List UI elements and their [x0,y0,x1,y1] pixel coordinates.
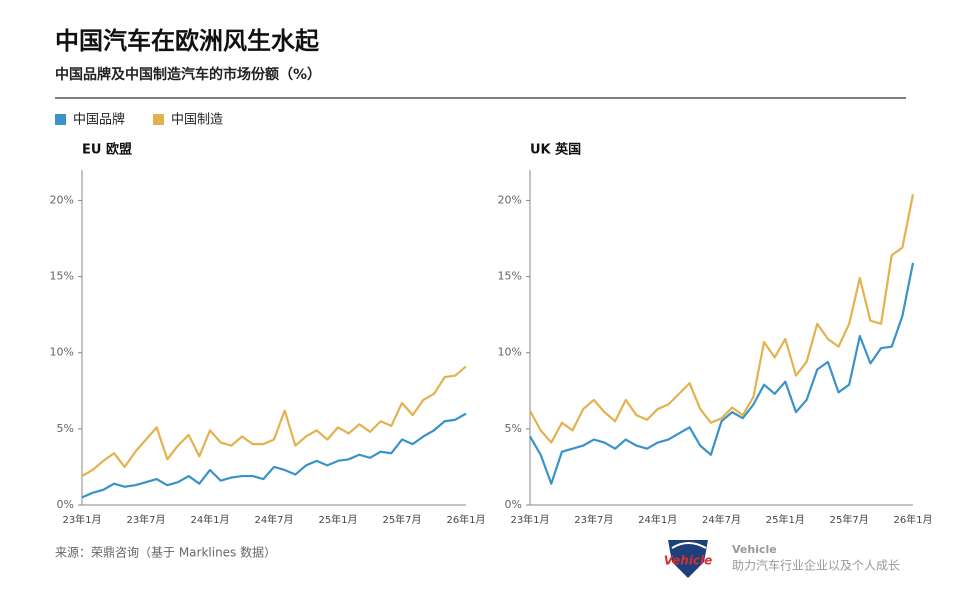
x-tick-label: 23年1月 [510,513,549,526]
x-tick-label: 26年1月 [446,513,485,526]
y-tick-label: 0% [57,498,74,511]
title: 中国汽车在欧洲风生水起 [55,27,320,55]
line-series [81,412,467,499]
legend-label: 中国品牌 [73,112,125,128]
x-tick-label: 24年7月 [702,513,741,526]
logo-text: Vehicle [664,554,713,568]
x-tick-label: 23年7月 [574,513,613,526]
y-tick-label: 5% [505,422,522,435]
x-tick-label: 23年7月 [126,513,165,526]
x-tick-label: 25年7月 [382,513,421,526]
legend-label: 中国制造 [171,113,223,128]
brand-name: Vehicle [732,543,777,556]
brand-slogan: 助力汽车行业企业以及个人成长 [732,558,900,573]
logo-shield [668,540,708,578]
subplot-title: UK 英国 [530,142,581,158]
x-tick-label: 25年7月 [830,513,869,526]
y-tick-label: 10% [498,346,522,359]
y-tick-label: 0% [505,498,522,511]
y-tick-label: 15% [498,270,522,283]
line-series [529,194,915,444]
logo: Vehicle [664,540,713,578]
legend-swatch [55,114,66,125]
y-tick-label: 20% [50,193,74,206]
logo-swoosh [671,542,707,549]
subtitle: 中国品牌及中国制造汽车的市场份额（%） [55,66,321,83]
x-tick-label: 24年1月 [190,513,229,526]
x-tick-label: 24年7月 [254,513,293,526]
x-tick-label: 24年1月 [638,513,677,526]
line-series [529,262,915,485]
x-tick-label: 26年1月 [893,513,932,526]
x-tick-label: 23年1月 [62,513,101,526]
legend-swatch [153,114,165,125]
y-tick-label: 5% [57,422,74,435]
x-tick-label: 25年1月 [318,513,357,526]
x-tick-label: 25年1月 [766,513,805,526]
subplot-title: EU 欧盟 [82,142,132,158]
y-tick-label: 15% [50,270,74,283]
line-series [81,365,467,478]
source: 来源：荣鼎咨询（基于 Marklines 数据） [55,545,276,560]
y-tick-label: 20% [498,193,522,206]
y-tick-label: 10% [50,346,74,359]
